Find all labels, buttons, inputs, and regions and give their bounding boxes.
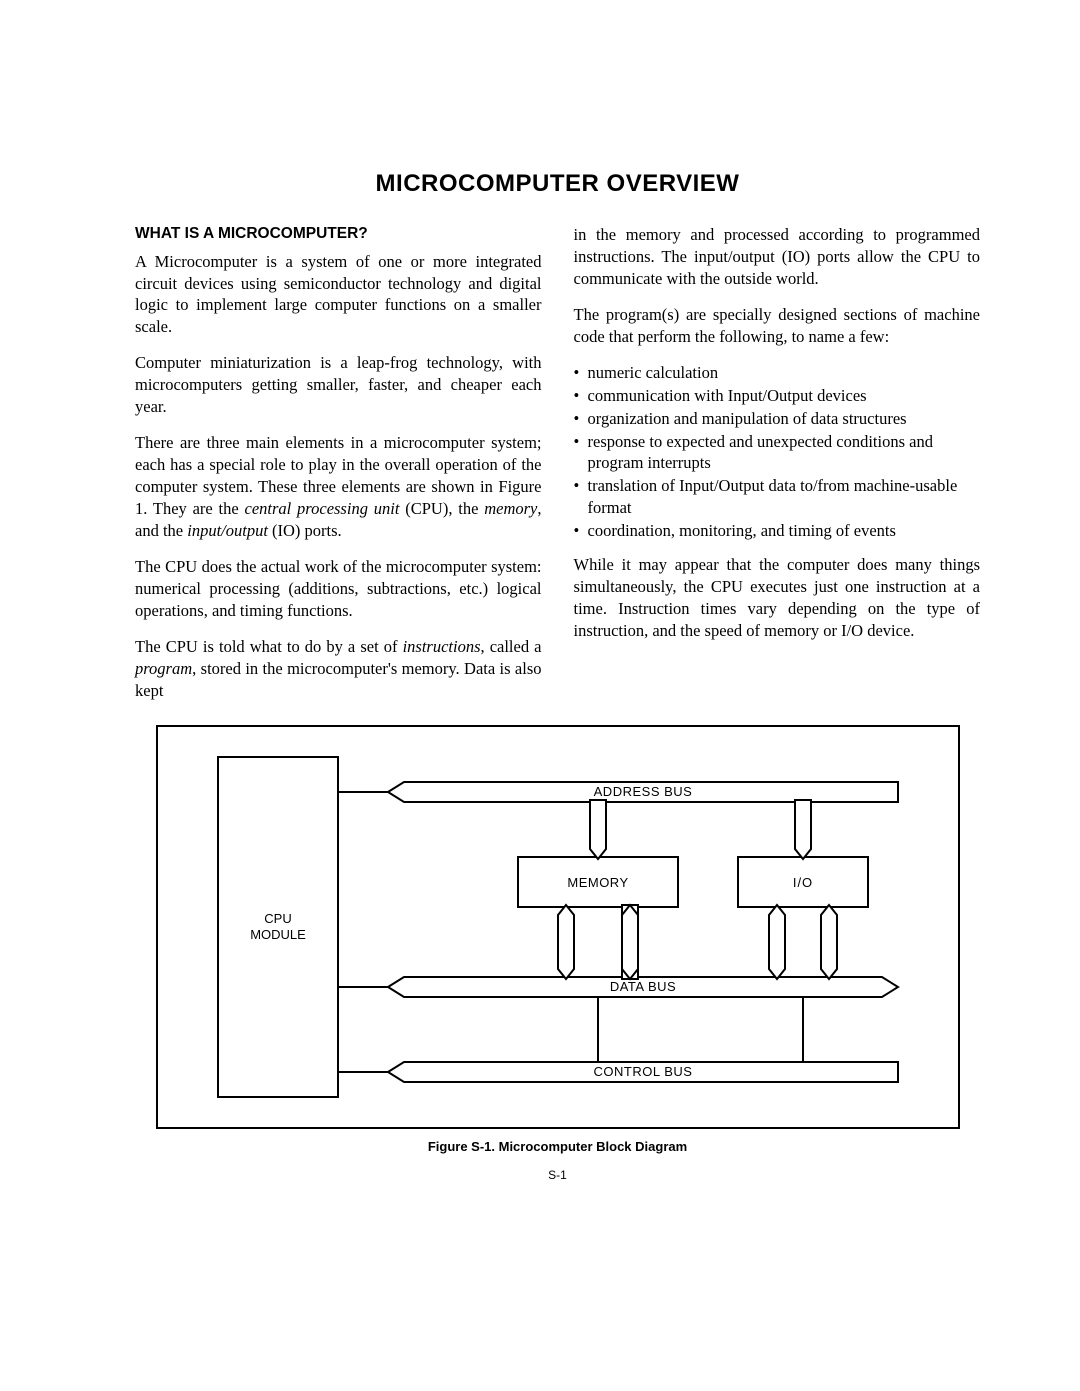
svg-text:CONTROL BUS: CONTROL BUS <box>593 1064 692 1079</box>
page-number: S-1 <box>135 1168 980 1182</box>
figure-caption: Figure S-1. Microcomputer Block Diagram <box>135 1139 980 1154</box>
italic-text: instructions <box>403 637 481 656</box>
bullet-list: numeric calculation communication with I… <box>574 362 981 543</box>
italic-text: input/output <box>187 521 268 540</box>
paragraph: There are three main elements in a micro… <box>135 432 542 542</box>
svg-text:CPU: CPU <box>264 911 291 926</box>
svg-text:MEMORY: MEMORY <box>567 875 628 890</box>
block-diagram-svg: CPUMODULE MEMORY I/O ADDRESS BUS DATA BUS CON… <box>158 727 958 1127</box>
two-column-body: WHAT IS A MICROCOMPUTER? A Microcomputer… <box>135 224 980 701</box>
text: , called a <box>481 637 542 656</box>
column-right: in the memory and processed according to… <box>574 224 981 701</box>
italic-text: central processing unit <box>245 499 400 518</box>
text: , stored in the microcomputer's memory. … <box>135 659 542 700</box>
list-item: numeric calculation <box>574 362 981 384</box>
list-item: translation of Input/Output data to/from… <box>574 475 981 519</box>
svg-text:ADDRESS BUS: ADDRESS BUS <box>593 784 692 799</box>
paragraph: A Microcomputer is a system of one or mo… <box>135 251 542 339</box>
paragraph: The CPU does the actual work of the micr… <box>135 556 542 622</box>
paragraph: Computer miniaturization is a leap-frog … <box>135 352 542 418</box>
column-left: WHAT IS A MICROCOMPUTER? A Microcomputer… <box>135 224 542 701</box>
list-item: communication with Input/Output devices <box>574 385 981 407</box>
text: (CPU), the <box>399 499 484 518</box>
figure-frame: CPUMODULE MEMORY I/O ADDRESS BUS DATA BUS CON… <box>156 725 960 1129</box>
svg-text:I/O: I/O <box>792 875 812 890</box>
paragraph: The program(s) are specially designed se… <box>574 304 981 348</box>
document-page: MICROCOMPUTER OVERVIEW WHAT IS A MICROCO… <box>0 0 1080 1391</box>
italic-text: program <box>135 659 192 678</box>
list-item: coordination, monitoring, and timing of … <box>574 520 981 542</box>
section-heading: WHAT IS A MICROCOMPUTER? <box>135 224 542 245</box>
text: (IO) ports. <box>268 521 342 540</box>
list-item: organization and manipulation of data st… <box>574 408 981 430</box>
svg-text:DATA BUS: DATA BUS <box>609 979 675 994</box>
page-title: MICROCOMPUTER OVERVIEW <box>135 170 980 198</box>
italic-text: memory <box>484 499 537 518</box>
paragraph: While it may appear that the computer do… <box>574 554 981 642</box>
paragraph: in the memory and processed according to… <box>574 224 981 290</box>
figure-container: CPUMODULE MEMORY I/O ADDRESS BUS DATA BUS CON… <box>135 725 980 1182</box>
paragraph: The CPU is told what to do by a set of i… <box>135 636 542 702</box>
text: The CPU is told what to do by a set of <box>135 637 403 656</box>
list-item: response to expected and unexpected cond… <box>574 431 981 475</box>
svg-text:MODULE: MODULE <box>250 927 306 942</box>
